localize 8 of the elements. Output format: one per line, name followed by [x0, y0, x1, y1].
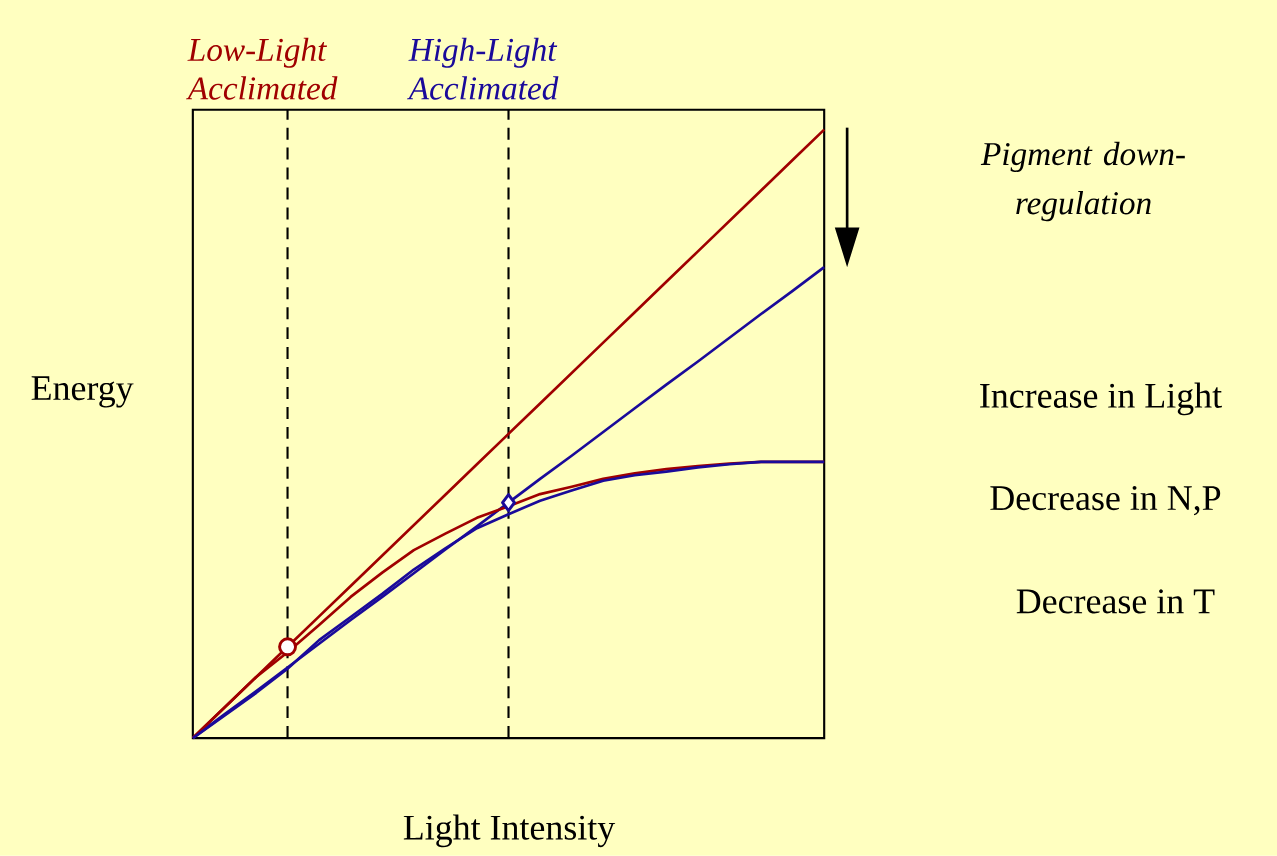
- text: Increase in Light: [980, 382, 1222, 416]
- text: Pigment down-regulation: [980, 141, 1185, 222]
- text: Low-Light Acclimated: [185, 37, 338, 100]
- text: High-Light Acclimated: [406, 37, 559, 100]
- y-axis-title: Energy: [31, 376, 134, 408]
- text: Decrease in N,P: [990, 486, 1221, 516]
- x-axis-title: Light Intensity: [403, 814, 616, 848]
- text: Decrease in T: [1016, 589, 1215, 614]
